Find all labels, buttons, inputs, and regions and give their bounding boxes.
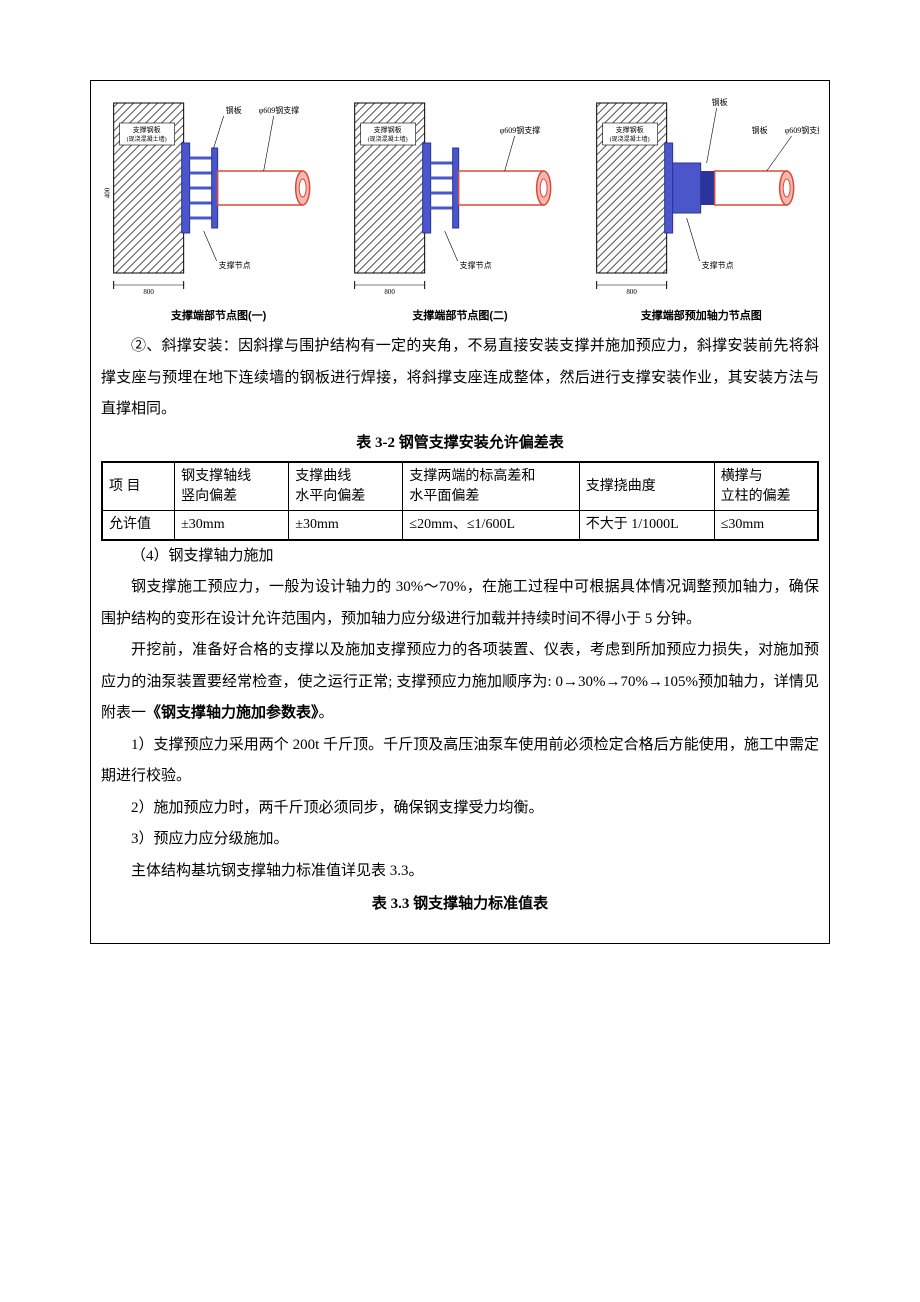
section4-title: （4）钢支撑轴力施加 — [101, 541, 819, 573]
para-axial-2b: 。 — [319, 705, 334, 721]
svg-text:钢板: 钢板 — [751, 125, 767, 135]
page-container: 支撑钢板 (现浇混凝土墙) 钢 — [0, 0, 920, 1302]
svg-text:支撑节点: 支撑节点 — [701, 260, 733, 270]
table32-header-cell: 钢支撑轴线竖向偏差 — [175, 462, 289, 511]
para-main-ref: 主体结构基坑钢支撑轴力标准值详见表 3.3。 — [101, 856, 819, 888]
svg-text:(现浇混凝土墙): (现浇混凝土墙) — [609, 135, 649, 143]
diagram-1: 支撑钢板 (现浇混凝土墙) 钢 — [101, 93, 336, 323]
svg-text:800: 800 — [385, 288, 396, 296]
diagram-1-svg: 支撑钢板 (现浇混凝土墙) 钢 — [101, 93, 336, 303]
table32-header-cell: 支撑挠曲度 — [579, 462, 714, 511]
svg-text:钢板: 钢板 — [711, 97, 727, 107]
svg-text:支撑钢板: 支撑钢板 — [374, 125, 402, 134]
para-li3: 3）预应力应分级施加。 — [101, 824, 819, 856]
table32-value-cell: 不大于 1/1000L — [579, 511, 714, 540]
table32-header-cell: 支撑曲线水平向偏差 — [289, 462, 403, 511]
table32-header-row: 项 目钢支撑轴线竖向偏差支撑曲线水平向偏差支撑两端的标高差和水平面偏差支撑挠曲度… — [102, 462, 818, 511]
svg-text:钢板: 钢板 — [226, 105, 242, 115]
svg-text:800: 800 — [626, 288, 637, 296]
table32-value-cell: ±30mm — [289, 511, 403, 540]
svg-text:400: 400 — [104, 187, 112, 198]
diagram-2: 支撑钢板 (现浇混凝土墙) φ609钢支撑 支撑节点 — [342, 93, 577, 323]
svg-text:φ609钢支撑: φ609钢支撑 — [500, 125, 541, 135]
svg-text:800: 800 — [143, 288, 154, 296]
para-axial-2-bold: 《钢支撑轴力施加参数表》 — [146, 705, 319, 721]
svg-text:(现浇混凝土墙): (现浇混凝土墙) — [127, 135, 167, 143]
body-text: ②、斜撑安装：因斜撑与围护结构有一定的夹角，不易直接安装支撑并施加预应力，斜撑安… — [101, 331, 819, 921]
table32-value-cell: ≤30mm — [714, 511, 818, 540]
svg-text:(现浇混凝土墙): (现浇混凝土墙) — [368, 135, 408, 143]
content-frame: 支撑钢板 (现浇混凝土墙) 钢 — [90, 80, 830, 944]
diagram-2-caption: 支撑端部节点图(二) — [412, 307, 507, 323]
svg-text:φ609钢支撑: φ609钢支撑 — [259, 105, 300, 115]
svg-text:φ609钢支撑: φ609钢支撑 — [784, 125, 819, 135]
diagram-3-svg: 支撑钢板 (现浇混凝土墙) 钢板 钢板 φ609钢支撑 支 — [584, 93, 819, 303]
para-diagonal: ②、斜撑安装：因斜撑与围护结构有一定的夹角，不易直接安装支撑并施加预应力，斜撑安… — [101, 331, 819, 426]
diagram-2-svg: 支撑钢板 (现浇混凝土墙) φ609钢支撑 支撑节点 — [342, 93, 577, 303]
table33-caption: 表 3.3 钢支撑轴力标准值表 — [101, 889, 819, 921]
table32-header-cell: 项 目 — [102, 462, 175, 511]
diagram-3-caption: 支撑端部预加轴力节点图 — [641, 307, 762, 323]
table32-row-label: 允许值 — [102, 511, 175, 540]
table32-value-row: 允许值±30mm±30mm≤20mm、≤1/600L不大于 1/1000L≤30… — [102, 511, 818, 540]
table32-value-cell: ≤20mm、≤1/600L — [403, 511, 579, 540]
diagrams-row: 支撑钢板 (现浇混凝土墙) 钢 — [101, 93, 819, 323]
diagram-1-caption: 支撑端部节点图(一) — [171, 307, 266, 323]
para-li1: 1）支撑预应力采用两个 200t 千斤顶。千斤顶及高压油泵车使用前必须检定合格后… — [101, 730, 819, 793]
para-li2: 2）施加预应力时，两千斤顶必须同步，确保钢支撑受力均衡。 — [101, 793, 819, 825]
table-3-2: 项 目钢支撑轴线竖向偏差支撑曲线水平向偏差支撑两端的标高差和水平面偏差支撑挠曲度… — [101, 461, 819, 541]
table32-value-cell: ±30mm — [175, 511, 289, 540]
svg-text:支撑钢板: 支撑钢板 — [133, 125, 161, 134]
table32-caption: 表 3-2 钢管支撑安装允许偏差表 — [101, 428, 819, 460]
svg-text:支撑节点: 支撑节点 — [460, 260, 492, 270]
table32-header-cell: 支撑两端的标高差和水平面偏差 — [403, 462, 579, 511]
svg-text:支撑钢板: 支撑钢板 — [615, 125, 643, 134]
table32-header-cell: 横撑与立柱的偏差 — [714, 462, 818, 511]
para-axial-1: 钢支撑施工预应力，一般为设计轴力的 30%～70%，在施工过程中可根据具体情况调… — [101, 572, 819, 635]
svg-text:支撑节点: 支撑节点 — [219, 260, 251, 270]
diagram-3: 支撑钢板 (现浇混凝土墙) 钢板 钢板 φ609钢支撑 支 — [584, 93, 819, 323]
para-axial-2: 开挖前，准备好合格的支撑以及施加支撑预应力的各项装置、仪表，考虑到所加预应力损失… — [101, 635, 819, 730]
